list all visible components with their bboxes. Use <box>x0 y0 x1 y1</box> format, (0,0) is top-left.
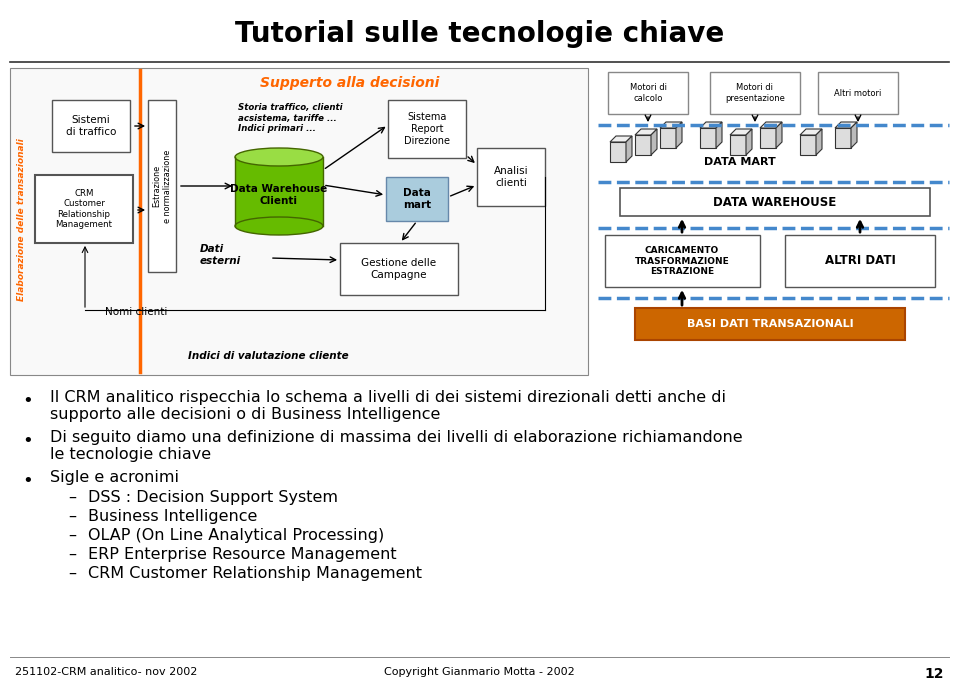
Polygon shape <box>816 129 822 155</box>
Bar <box>818 72 898 114</box>
Bar <box>608 72 688 114</box>
Bar <box>386 177 448 221</box>
Text: Motori di
calcolo: Motori di calcolo <box>629 83 667 103</box>
Text: Copyright Gianmario Motta - 2002: Copyright Gianmario Motta - 2002 <box>384 667 574 677</box>
Text: Storia traffico, clienti
acsistema, tariffe ...
Indici primari ...: Storia traffico, clienti acsistema, tari… <box>238 103 342 133</box>
Bar <box>835 128 851 148</box>
Text: –: – <box>68 509 76 524</box>
Text: BASI DATI TRANSAZIONALI: BASI DATI TRANSAZIONALI <box>687 319 854 329</box>
Bar <box>10 68 588 375</box>
Bar <box>800 135 816 155</box>
Bar <box>35 175 133 243</box>
Bar <box>660 128 676 148</box>
Bar <box>148 100 176 272</box>
Bar <box>52 100 130 152</box>
Text: supporto alle decisioni o di Business Intelligence: supporto alle decisioni o di Business In… <box>50 407 440 422</box>
Text: Gestione delle
Campagne: Gestione delle Campagne <box>362 258 436 280</box>
Bar <box>635 308 905 340</box>
Text: DATA MART: DATA MART <box>704 157 776 167</box>
Text: Tutorial sulle tecnologie chiave: Tutorial sulle tecnologie chiave <box>235 20 725 48</box>
Text: Data
mart: Data mart <box>403 188 431 210</box>
Polygon shape <box>835 122 857 128</box>
Bar <box>605 235 760 287</box>
Text: Data Warehouse
Clienti: Data Warehouse Clienti <box>230 184 328 206</box>
Bar <box>635 135 651 155</box>
Polygon shape <box>716 122 722 148</box>
Text: Di seguito diamo una definizione di massima dei livelli di elaborazione richiama: Di seguito diamo una definizione di mass… <box>50 430 742 445</box>
Bar <box>785 235 935 287</box>
Polygon shape <box>800 129 822 135</box>
Ellipse shape <box>235 217 323 235</box>
Bar <box>730 135 746 155</box>
Text: •: • <box>23 392 34 410</box>
Text: DSS : Decision Support System: DSS : Decision Support System <box>88 490 338 505</box>
Polygon shape <box>626 136 632 162</box>
Text: le tecnologie chiave: le tecnologie chiave <box>50 447 211 462</box>
Bar <box>388 100 466 158</box>
Text: Nomi clienti: Nomi clienti <box>105 307 168 317</box>
Polygon shape <box>760 122 782 128</box>
Text: Altri motori: Altri motori <box>834 89 881 98</box>
Polygon shape <box>635 129 657 135</box>
Polygon shape <box>700 122 722 128</box>
Text: Sistemi
di traffico: Sistemi di traffico <box>66 115 116 137</box>
Polygon shape <box>660 122 682 128</box>
Text: Il CRM analitico rispecchia lo schema a livelli di dei sistemi direzionali detti: Il CRM analitico rispecchia lo schema a … <box>50 390 726 405</box>
Text: CRM Customer Relationship Management: CRM Customer Relationship Management <box>88 566 422 581</box>
Text: ERP Enterprise Resource Management: ERP Enterprise Resource Management <box>88 547 397 562</box>
Bar <box>610 142 626 162</box>
Text: 12: 12 <box>924 667 944 681</box>
Text: DATA WAREHOUSE: DATA WAREHOUSE <box>713 195 836 209</box>
Text: Estrazione
e normalizzazione: Estrazione e normalizzazione <box>152 150 172 222</box>
Bar <box>235 157 323 226</box>
Text: –: – <box>68 528 76 543</box>
Text: •: • <box>23 432 34 450</box>
Text: Motori di
presentazione: Motori di presentazione <box>725 83 784 103</box>
Text: Supperto alla decisioni: Supperto alla decisioni <box>260 76 439 90</box>
Text: Analisi
clienti: Analisi clienti <box>494 166 528 188</box>
Text: –: – <box>68 547 76 562</box>
Bar <box>477 148 545 206</box>
Ellipse shape <box>235 148 323 166</box>
Polygon shape <box>776 122 782 148</box>
Text: •: • <box>23 472 34 490</box>
Text: CARICAMENTO
TRASFORMAZIONE
ESTRAZIONE: CARICAMENTO TRASFORMAZIONE ESTRAZIONE <box>635 246 730 276</box>
Polygon shape <box>851 122 857 148</box>
Text: ALTRI DATI: ALTRI DATI <box>825 254 896 267</box>
Text: CRM
Customer
Relationship
Management: CRM Customer Relationship Management <box>56 189 112 229</box>
Polygon shape <box>610 136 632 142</box>
Text: 251102-CRM analitico- nov 2002: 251102-CRM analitico- nov 2002 <box>15 667 198 677</box>
Text: Elaborazione delle transazionali: Elaborazione delle transazionali <box>17 139 27 301</box>
Bar <box>710 72 800 114</box>
Polygon shape <box>746 129 752 155</box>
Text: Business Intelligence: Business Intelligence <box>88 509 257 524</box>
Polygon shape <box>651 129 657 155</box>
Bar <box>760 128 776 148</box>
Bar <box>700 128 716 148</box>
Text: Sigle e acronimi: Sigle e acronimi <box>50 470 179 485</box>
Bar <box>620 188 930 216</box>
Text: Sistema
Report
Direzione: Sistema Report Direzione <box>404 112 450 146</box>
Text: Indici di valutazione cliente: Indici di valutazione cliente <box>188 351 349 361</box>
Bar <box>340 243 458 295</box>
Text: Dati
esterni: Dati esterni <box>200 244 241 266</box>
Text: OLAP (On Line Analytical Processing): OLAP (On Line Analytical Processing) <box>88 528 385 543</box>
Polygon shape <box>676 122 682 148</box>
Text: –: – <box>68 490 76 505</box>
Text: –: – <box>68 566 76 581</box>
Polygon shape <box>730 129 752 135</box>
